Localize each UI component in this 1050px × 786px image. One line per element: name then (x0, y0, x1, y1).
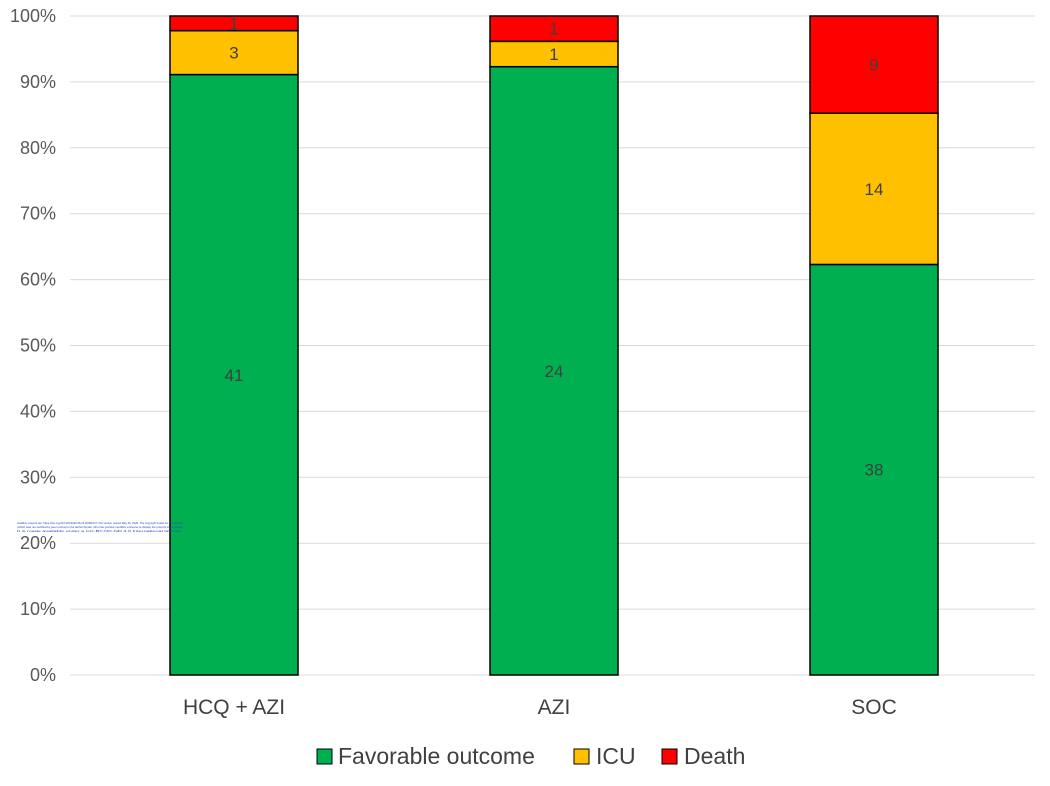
legend-swatch (316, 748, 333, 765)
data-label: 1 (549, 45, 558, 64)
bar-segment (489, 15, 619, 43)
x-category-label: SOC (851, 696, 897, 719)
legend-label: Death (684, 743, 745, 769)
y-tick-label: 60% (20, 270, 56, 290)
y-tick-label: 0% (30, 665, 56, 685)
data-label: 24 (545, 362, 564, 381)
data-label: 1 (549, 20, 558, 39)
data-label: 9 (869, 56, 878, 75)
legend-swatch (573, 748, 590, 765)
bar-segment (169, 29, 299, 76)
bar-segment (169, 73, 299, 676)
y-tick-label: 30% (20, 467, 56, 487)
legend: Favorable outcome ICU Death (316, 743, 745, 769)
x-axis-category-labels: HCQ + AZI AZI SOC (183, 696, 897, 719)
x-category-label: HCQ + AZI (183, 696, 285, 719)
bar-segment (809, 15, 939, 114)
data-label: 41 (225, 366, 244, 385)
y-tick-label: 80% (20, 138, 56, 158)
x-category-label: AZI (538, 696, 571, 719)
preprint-stamp-line: medRxiv preprint doi: https://doi.org/10… (17, 521, 183, 525)
data-label: 38 (865, 461, 884, 480)
bar-segment (809, 263, 939, 676)
y-tick-label: 10% (20, 599, 56, 619)
y-tick-label: 20% (20, 533, 56, 553)
preprint-stamp-line: (which was not certified by peer review)… (17, 525, 183, 529)
y-tick-label: 40% (20, 401, 56, 421)
y-tick-label: 90% (20, 72, 56, 92)
data-label: 3 (229, 44, 238, 63)
y-tick-label: 50% (20, 336, 56, 356)
preprint-stamp: medRxiv preprint doi: https://doi.org/10… (17, 521, 183, 533)
data-label: 14 (865, 180, 884, 199)
legend-label: Favorable outcome (338, 743, 535, 769)
y-tick-label: 70% (20, 204, 56, 224)
bars (169, 15, 939, 676)
bar-segment (489, 40, 619, 68)
bar-segment (169, 15, 299, 32)
y-axis-tick-labels: 0% 10% 20% 30% 40% 50% 60% 70% 80% 90% 100% (10, 6, 56, 685)
legend-swatch (661, 748, 678, 765)
legend-label: ICU (596, 743, 636, 769)
bar-segment (809, 112, 939, 266)
bar-segment (489, 65, 619, 676)
preprint-stamp-line: It is made available under a CC-BY-NC-ND… (17, 529, 183, 533)
y-tick-label: 100% (10, 6, 56, 26)
data-labels: 41 3 1 24 1 1 38 14 9 (225, 14, 884, 479)
data-label: 1 (229, 14, 238, 33)
